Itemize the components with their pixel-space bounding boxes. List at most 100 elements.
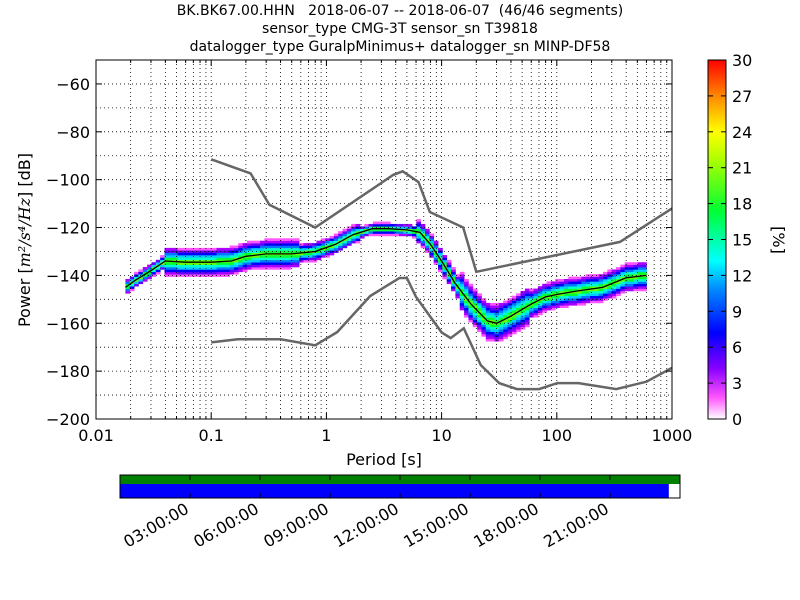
heatmap-cell	[498, 322, 504, 325]
heatmap-cell	[507, 298, 513, 301]
heatmap-cell	[442, 276, 448, 280]
heatmap-cell	[194, 262, 200, 265]
heatmap-cell	[268, 243, 274, 246]
heatmap-cell	[559, 286, 565, 289]
heatmap-cell	[177, 252, 183, 256]
heatmap-cell	[563, 281, 569, 285]
heatmap-cell	[164, 269, 170, 273]
plot-frame	[95, 59, 673, 420]
heatmap-cell	[190, 257, 196, 261]
heatmap-cell	[494, 336, 500, 340]
heatmap-cell	[607, 276, 613, 280]
heatmap-cell	[550, 286, 556, 289]
heatmap-cell	[238, 255, 244, 258]
heatmap-cell	[594, 293, 600, 297]
heatmap-cell	[264, 240, 270, 244]
heatmap-cell	[537, 288, 543, 292]
y-tick-label: −100	[46, 171, 90, 190]
heatmap-cell	[607, 278, 613, 282]
heatmap-cell	[212, 264, 217, 268]
heatmap-cell	[572, 276, 578, 280]
heatmap-cell	[420, 238, 426, 241]
heatmap-cell	[611, 271, 617, 275]
heatmap-cell	[520, 300, 526, 304]
heatmap-cell	[368, 226, 374, 230]
heatmap-cell	[333, 235, 339, 239]
psd-mode-line-path	[125, 228, 647, 324]
heatmap-cell	[468, 298, 474, 301]
heatmap-cell	[642, 281, 647, 285]
heatmap-cell	[138, 276, 144, 280]
heatmap-cell	[481, 334, 487, 337]
heatmap-cell	[589, 300, 595, 304]
heatmap-cell	[498, 314, 504, 318]
heatmap-cell	[485, 331, 491, 335]
heatmap-cell	[294, 250, 300, 253]
heatmap-cell	[438, 267, 443, 270]
heatmap-cell	[255, 245, 261, 249]
heatmap-cell	[572, 288, 578, 292]
heatmap-cell	[559, 288, 565, 292]
heatmap-cell	[624, 281, 630, 285]
heatmap-cell	[207, 271, 213, 275]
heatmap-cell	[576, 295, 582, 299]
heatmap-cell	[594, 276, 600, 280]
heatmap-cell	[472, 310, 478, 313]
heatmap-cell	[472, 288, 478, 292]
heatmap-cell	[377, 228, 382, 232]
heatmap-cell	[225, 247, 231, 251]
heatmap-cell	[233, 252, 239, 256]
heatmap-cell	[286, 240, 291, 244]
heatmap-cell	[294, 255, 300, 258]
heatmap-cell	[290, 264, 296, 268]
heatmap-cell	[542, 307, 547, 311]
heatmap-cell	[589, 288, 595, 292]
heatmap-cell	[507, 329, 513, 332]
heatmap-cell	[246, 245, 252, 249]
heatmap-cell	[603, 295, 608, 299]
heatmap-cell	[511, 302, 517, 306]
heatmap-cell	[338, 238, 343, 241]
colorbar-tick-label: 3	[732, 374, 742, 393]
heatmap-cell	[507, 307, 513, 311]
heatmap-cell	[485, 326, 491, 330]
heatmap-cell	[451, 274, 456, 277]
y-tick-label: −180	[46, 362, 90, 381]
heatmap-cell	[511, 307, 517, 311]
heatmap-cell	[355, 233, 361, 237]
heatmap-cell	[255, 252, 261, 256]
heatmap-cell	[529, 310, 534, 313]
heatmap-cell	[637, 283, 643, 287]
heatmap-cell	[229, 264, 235, 268]
heatmap-cell	[529, 293, 534, 297]
heatmap-cell	[316, 257, 322, 261]
heatmap-cell	[164, 255, 170, 258]
heatmap-cell	[281, 257, 287, 261]
heatmap-cell	[229, 267, 235, 270]
heatmap-cell	[268, 255, 274, 258]
heatmap-cell	[381, 226, 387, 230]
heatmap-cell	[303, 259, 309, 263]
heatmap-cell	[594, 281, 600, 285]
heatmap-cell	[260, 257, 265, 261]
heatmap-cell	[325, 250, 330, 253]
heatmap-cell	[477, 319, 482, 323]
heatmap-cell	[246, 243, 252, 246]
heatmap-cell	[520, 326, 526, 330]
heatmap-cell	[194, 259, 200, 263]
heatmap-cell	[507, 331, 513, 335]
heatmap-cell	[468, 290, 474, 294]
heatmap-cell	[529, 300, 534, 304]
heatmap-cell	[537, 300, 543, 304]
heatmap-cell	[494, 329, 500, 332]
heatmap-cell	[576, 298, 582, 301]
heatmap-cell	[611, 293, 617, 297]
heatmap-cell	[411, 231, 417, 234]
heatmap-cell	[425, 238, 430, 241]
heatmap-cell	[186, 247, 191, 251]
heatmap-cell	[199, 247, 204, 251]
heatmap-cell	[624, 267, 630, 270]
heatmap-cell	[459, 274, 465, 277]
colorbar-tick-label: 24	[732, 123, 752, 142]
heatmap-cell	[576, 302, 582, 306]
